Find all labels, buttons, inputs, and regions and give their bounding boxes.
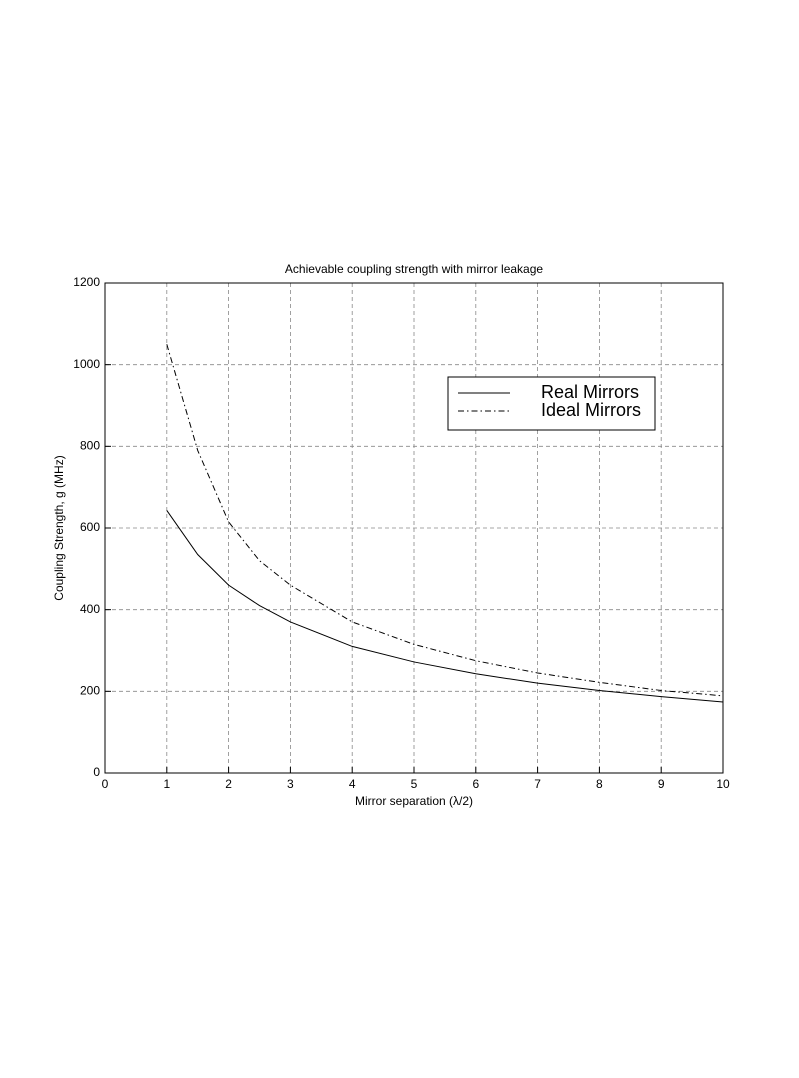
legend-label: Ideal Mirrors — [541, 400, 641, 420]
y-axis-label: Coupling Strength, g (MHz) — [52, 455, 66, 600]
y-tick-label: 200 — [80, 684, 100, 698]
plot-frame — [104, 282, 724, 774]
series-line — [166, 510, 724, 703]
y-tick-label: 800 — [80, 439, 100, 453]
y-tick-label: 1000 — [73, 357, 100, 371]
y-tick-label: 600 — [80, 520, 100, 534]
x-tick-label: 0 — [102, 777, 109, 791]
legend-label: Real Mirrors — [541, 382, 639, 402]
legend-box — [447, 376, 656, 431]
x-tick-label: 8 — [596, 777, 603, 791]
chart-title: Achievable coupling strength with mirror… — [285, 262, 543, 276]
x-tick-label: 10 — [716, 777, 730, 791]
x-axis-label: Mirror separation (λ/2) — [355, 794, 473, 808]
x-tick-label: 6 — [472, 777, 479, 791]
x-tick-label: 1 — [163, 777, 170, 791]
x-tick-label: 3 — [287, 777, 294, 791]
x-tick-label: 4 — [349, 777, 356, 791]
y-tick-label: 400 — [80, 602, 100, 616]
series-line — [166, 344, 724, 697]
x-tick-label: 2 — [225, 777, 232, 791]
y-tick-label: 1200 — [73, 275, 100, 289]
x-tick-label: 9 — [658, 777, 665, 791]
x-tick-label: 7 — [534, 777, 541, 791]
y-tick-label: 0 — [93, 765, 100, 779]
x-tick-label: 5 — [411, 777, 418, 791]
